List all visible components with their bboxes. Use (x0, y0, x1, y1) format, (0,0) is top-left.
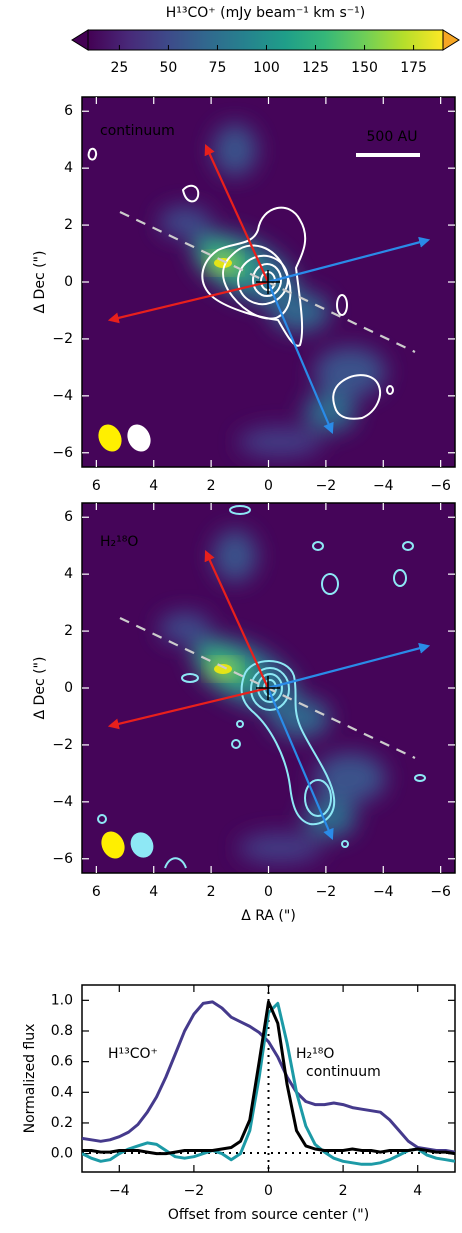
y-tick-label: −4 (52, 388, 73, 404)
colorbar-tick-label: 75 (209, 60, 227, 76)
x-axis-label: Δ RA (") (241, 908, 296, 924)
x-tick-label: −2 (184, 1183, 205, 1199)
annotation: 500 AU (367, 129, 418, 145)
series-line (82, 1000, 455, 1154)
y-axis-label: Δ Dec (") (32, 251, 48, 314)
y-tick-label: 2 (64, 217, 73, 233)
y-tick-label: 0.8 (51, 1023, 73, 1039)
series-group (82, 1000, 455, 1166)
y-tick-label: 0.0 (51, 1146, 73, 1162)
series-line (82, 1000, 455, 1156)
legend-label: continuum (306, 1064, 381, 1080)
y-tick-label: 0.2 (51, 1115, 73, 1131)
x-tick-label: 2 (207, 884, 216, 900)
x-tick-label: 0 (264, 478, 273, 494)
y-tick-label: 4 (64, 566, 73, 582)
y-tick-label: 0.4 (51, 1084, 73, 1100)
y-axis-label: Normalized flux (22, 1024, 38, 1134)
colorbar-tick-label: 175 (400, 60, 427, 76)
y-tick-label: 0 (64, 274, 73, 290)
x-tick-label: 6 (92, 478, 101, 494)
y-tick-label: 4 (64, 160, 73, 176)
legend-label: H₂¹⁸O (296, 1046, 334, 1062)
x-tick-label: 6 (92, 884, 101, 900)
colorbar-tick-label: 150 (351, 60, 378, 76)
legend-label: H¹³CO⁺ (108, 1046, 158, 1062)
y-tick-label: −2 (52, 331, 73, 347)
y-tick-label: 1.0 (51, 992, 73, 1008)
colorbar-tick-label: 125 (302, 60, 329, 76)
colorbar-extend (71, 29, 89, 51)
map-panel (82, 97, 455, 467)
y-tick-label: −6 (52, 851, 73, 867)
x-tick-label: 2 (207, 478, 216, 494)
x-tick-label: 0 (264, 1183, 273, 1199)
annotation: continuum (100, 123, 175, 139)
colorbar-extend (442, 29, 460, 51)
colorbar-label: H¹³CO⁺ (mJy beam⁻¹ km s⁻¹) (166, 5, 365, 21)
y-tick-label: −6 (52, 445, 73, 461)
colorbar-tick-label: 50 (160, 60, 178, 76)
y-tick-label: 0.6 (51, 1054, 73, 1070)
y-tick-label: 6 (64, 103, 73, 119)
map-panel (82, 503, 455, 873)
x-axis-label: Offset from source center (") (168, 1207, 369, 1223)
x-tick-label: 4 (413, 1183, 422, 1199)
y-tick-label: 0 (64, 680, 73, 696)
x-tick-label: 4 (149, 478, 158, 494)
x-tick-label: 0 (264, 884, 273, 900)
x-tick-label: −4 (373, 884, 394, 900)
x-tick-label: −2 (316, 884, 337, 900)
y-tick-label: −2 (52, 737, 73, 753)
x-tick-label: −6 (430, 884, 451, 900)
colorbar-tick-label: 100 (253, 60, 280, 76)
colorbar (87, 29, 444, 51)
series-line (82, 1001, 455, 1166)
y-tick-label: −4 (52, 794, 73, 810)
y-axis-label: Δ Dec (") (32, 657, 48, 720)
colorbar-tick-label: 25 (110, 60, 128, 76)
x-tick-label: 2 (339, 1183, 348, 1199)
x-tick-label: −2 (316, 478, 337, 494)
x-tick-label: −4 (109, 1183, 130, 1199)
x-tick-label: −4 (373, 478, 394, 494)
y-tick-label: 6 (64, 509, 73, 525)
reference-lines (82, 985, 455, 1172)
y-tick-label: 2 (64, 623, 73, 639)
annotation: H₂¹⁸O (100, 534, 138, 550)
x-tick-label: −6 (430, 478, 451, 494)
x-tick-label: 4 (149, 884, 158, 900)
